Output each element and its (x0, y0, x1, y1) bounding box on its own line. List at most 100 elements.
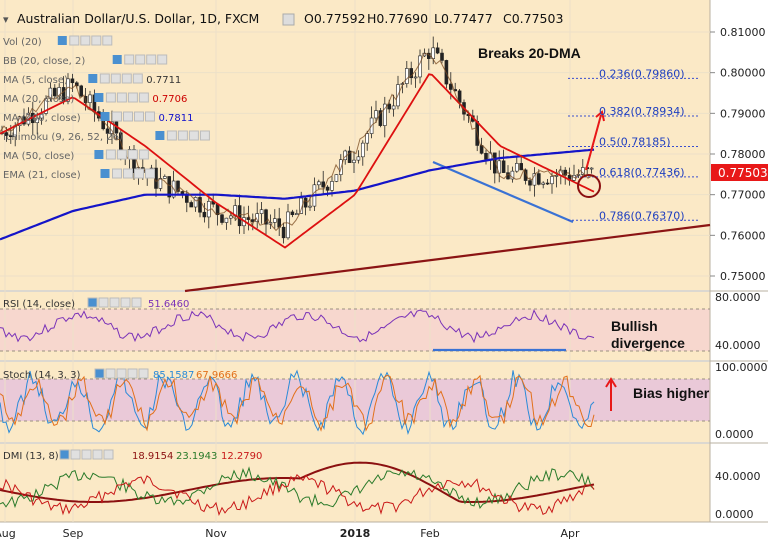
add-icon[interactable] (127, 149, 138, 160)
more-icon[interactable] (103, 449, 114, 460)
candle-body (202, 211, 207, 218)
settings-icon[interactable] (99, 73, 110, 84)
close-icon[interactable] (81, 449, 92, 460)
close-icon[interactable] (135, 54, 146, 65)
add-icon[interactable] (91, 35, 102, 46)
settings-icon[interactable] (112, 168, 122, 179)
add-icon[interactable] (146, 54, 157, 65)
candle-body (229, 215, 233, 219)
candle-body (189, 202, 193, 208)
candle-body (193, 197, 198, 208)
ma20-line (0, 73, 595, 249)
header-settings-icon (282, 13, 295, 26)
time-axis[interactable]: Aug Sep Nov 2018 Feb Apr (0, 527, 580, 540)
price-tick-label: 0.81000 (720, 26, 766, 39)
more-icon[interactable] (145, 168, 155, 179)
settings-icon[interactable] (112, 111, 122, 122)
candle-body (176, 180, 180, 192)
candle-body (9, 135, 13, 138)
eye-icon[interactable] (112, 55, 122, 64)
settings-icon[interactable] (69, 35, 80, 46)
candle-body (198, 197, 202, 213)
settings-icon[interactable] (124, 54, 135, 65)
settings-icon[interactable] (98, 297, 109, 308)
price-axis[interactable]: 0.81000 0.80000 0.79000 0.78000 0.77000 0.760… (710, 26, 766, 283)
fib-lines (568, 77, 700, 221)
svg-text:Stoch (14, 3, 3): Stoch (14, 3, 3) (3, 370, 80, 381)
settings-icon[interactable] (105, 149, 116, 160)
indicator-label: BB (20, close, 2) (3, 56, 85, 67)
add-icon[interactable] (188, 130, 199, 141)
candle-body (264, 209, 268, 225)
close-icon[interactable] (116, 92, 127, 103)
candle-body (321, 181, 326, 188)
eye-icon[interactable] (59, 449, 70, 460)
more-icon[interactable] (145, 111, 155, 122)
add-icon[interactable] (92, 449, 103, 460)
candle-body (57, 87, 62, 97)
eye-icon[interactable] (88, 74, 98, 83)
candle-body (550, 176, 554, 185)
close-icon[interactable] (123, 111, 133, 122)
eye-icon[interactable] (94, 150, 104, 159)
close-icon[interactable] (116, 149, 127, 160)
indicator-label: MA (200, close) (3, 113, 81, 124)
indicator-legend[interactable]: Vol (20) BB (20, close, 2) MA (5, close) 0.… (3, 35, 210, 181)
more-icon[interactable] (131, 297, 142, 308)
candle-body (382, 103, 387, 126)
add-icon[interactable] (127, 92, 138, 103)
close-icon[interactable] (80, 35, 91, 46)
time-tick-label: Feb (420, 527, 439, 540)
more-icon[interactable] (132, 73, 143, 84)
more-icon[interactable] (102, 35, 113, 46)
settings-icon[interactable] (105, 368, 116, 379)
settings-icon[interactable] (105, 92, 116, 103)
close-icon[interactable] (123, 168, 133, 179)
candle-body (365, 133, 370, 144)
eye-icon[interactable] (87, 297, 98, 308)
ohlc-high: H0.77690 (367, 11, 428, 26)
more-icon[interactable] (157, 54, 168, 65)
close-icon[interactable] (110, 73, 121, 84)
candle-body (110, 121, 114, 134)
add-icon[interactable] (121, 73, 132, 84)
close-icon[interactable] (109, 297, 120, 308)
time-tick-label: Apr (560, 527, 580, 540)
eye-icon[interactable] (100, 112, 110, 121)
current-price-tag: 0.77503 (711, 164, 768, 181)
add-icon[interactable] (127, 368, 138, 379)
close-icon[interactable] (116, 368, 127, 379)
candle-body (52, 87, 57, 97)
candle-body (418, 55, 422, 78)
candle-body (422, 52, 427, 57)
more-icon[interactable] (138, 92, 149, 103)
svg-text:40.0000: 40.0000 (715, 339, 761, 352)
add-icon[interactable] (120, 297, 131, 308)
eye-icon[interactable] (155, 131, 165, 140)
candle-body (435, 47, 440, 54)
eye-icon[interactable] (94, 368, 105, 379)
candle-body (391, 105, 396, 110)
breaks-annotation: Breaks 20-DMA (478, 45, 581, 61)
candle-body (48, 87, 53, 100)
pane-buttons[interactable] (59, 297, 149, 460)
candle-body (448, 83, 453, 90)
add-icon[interactable] (134, 111, 144, 122)
settings-icon[interactable] (70, 449, 81, 460)
more-icon[interactable] (138, 149, 149, 160)
settings-icon[interactable] (166, 130, 177, 141)
close-icon[interactable] (177, 130, 188, 141)
time-tick-label: 2018 (340, 527, 371, 540)
eye-icon[interactable] (57, 36, 67, 45)
more-icon[interactable] (199, 130, 210, 141)
more-icon[interactable] (138, 368, 149, 379)
ohlc-low: L0.77477 (434, 11, 493, 26)
price-tick-label: 0.76000 (720, 229, 766, 242)
eye-icon[interactable] (100, 169, 110, 178)
add-icon[interactable] (134, 168, 144, 179)
eye-icon[interactable] (94, 93, 104, 102)
candle-body (207, 201, 211, 218)
candle-body (308, 205, 312, 208)
rsi-axis: 80.0000 40.0000 (715, 291, 761, 352)
